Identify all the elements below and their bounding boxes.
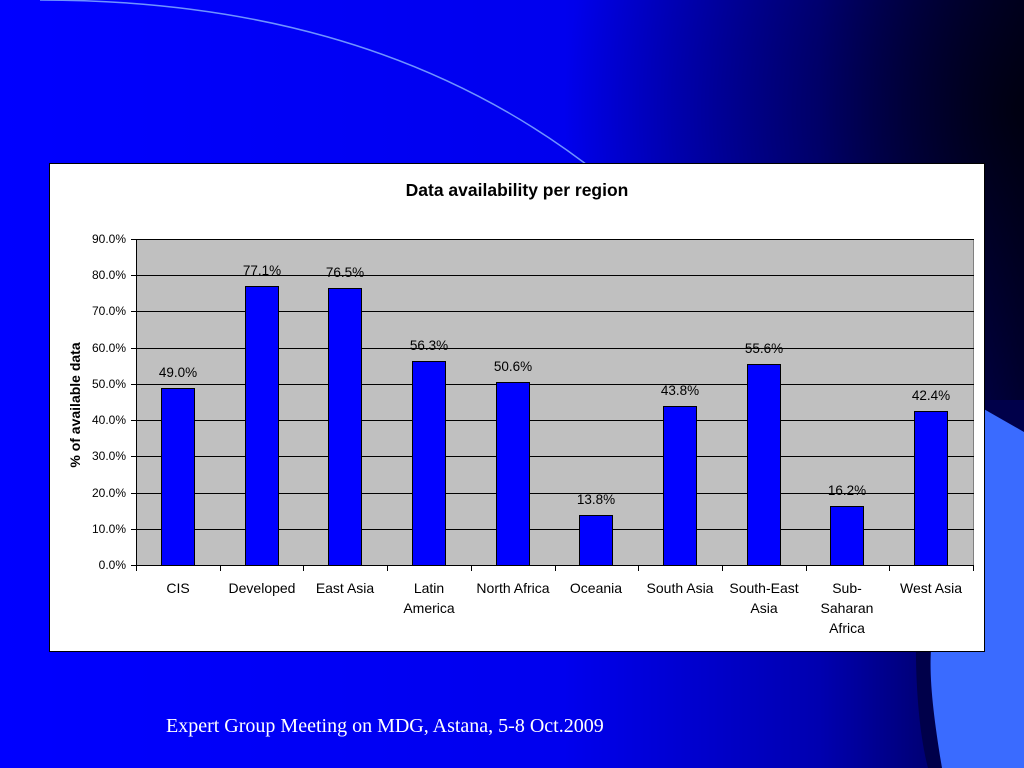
y-axis-label: % of available data [67,342,83,468]
y-tick-label: 60.0% [91,341,126,355]
x-tick-mark [889,566,890,571]
bar-north-africa [496,382,530,566]
data-label-west-asia: 42.4% [911,388,951,403]
data-label-cis: 49.0% [158,365,198,380]
category-label-east-asia: East Asia [315,580,375,596]
y-tick-label: 50.0% [91,377,126,391]
gridline-60 [136,348,974,349]
gridline-10 [136,529,974,530]
category-label-north-africa: North Africa [476,580,550,596]
chart-container: Data availability per region % of availa… [49,163,985,652]
y-tick-mark [131,565,136,566]
category-label-latin-america: Latin America [403,580,455,616]
data-label-developed: 77.1% [242,263,282,278]
x-tick-mark [471,566,472,571]
y-tick-mark [131,456,136,457]
bar-south-east-asia [747,364,781,566]
gridline-20 [136,493,974,494]
x-tick-mark [973,566,974,571]
y-tick-mark [131,239,136,240]
y-tick-mark [131,420,136,421]
gridline-30 [136,456,974,457]
gridline-70 [136,311,974,312]
bar-oceania [579,515,613,566]
y-tick-label: 40.0% [91,413,126,427]
bar-east-asia [328,288,362,566]
data-label-north-africa: 50.6% [493,359,533,374]
x-tick-mark [722,566,723,571]
category-label-west-asia: West Asia [900,580,962,596]
x-tick-mark [806,566,807,571]
y-tick-label: 10.0% [91,522,126,536]
x-axis-line [136,565,974,566]
gridline-90 [136,239,974,240]
data-label-south-asia: 43.8% [660,383,700,398]
chart-title: Data availability per region [405,180,629,200]
y-tick-mark [131,529,136,530]
bar-west-asia [914,411,948,566]
bar-latin-america [412,361,446,566]
x-tick-mark [303,566,304,571]
x-tick-mark [555,566,556,571]
x-tick-mark [220,566,221,571]
bar-south-asia [663,406,697,566]
data-label-latin-america: 56.3% [409,338,449,353]
y-tick-label: 20.0% [91,486,126,500]
y-axis-line [136,239,137,566]
x-tick-mark [638,566,639,571]
y-tick-mark [131,493,136,494]
gridline-50 [136,384,974,385]
gridline-80 [136,275,974,276]
y-tick-mark [131,384,136,385]
footer-text: Expert Group Meeting on MDG, Astana, 5-8… [166,715,604,737]
y-tick-mark [131,348,136,349]
category-label-south-east-asia: South-East Asia [729,580,799,616]
x-tick-mark [136,566,137,571]
data-label-south-east-asia: 55.6% [744,341,784,356]
y-tick-label: 0.0% [98,558,126,572]
y-tick-label: 70.0% [91,304,126,318]
data-label-east-asia: 76.5% [325,265,365,280]
category-label-sub-saharan-africa: Sub-Saharan Africa [820,580,874,636]
y-tick-label: 90.0% [91,232,126,246]
gridline-40 [136,420,974,421]
category-label-south-asia: South Asia [646,580,714,596]
data-label-oceania: 13.8% [576,492,616,507]
category-label-oceania: Oceania [569,580,623,596]
bar-sub-saharan-africa [830,506,864,566]
data-label-sub-saharan-africa: 16.2% [827,483,867,498]
category-label-cis: CIS [166,580,190,596]
bar-developed [245,286,279,566]
y-tick-mark [131,275,136,276]
y-tick-label: 30.0% [91,449,126,463]
background-arc [39,0,601,176]
y-tick-label: 80.0% [91,268,126,282]
bar-cis [161,388,195,566]
x-tick-mark [387,566,388,571]
y-tick-mark [131,311,136,312]
category-label-developed: Developed [228,580,296,596]
